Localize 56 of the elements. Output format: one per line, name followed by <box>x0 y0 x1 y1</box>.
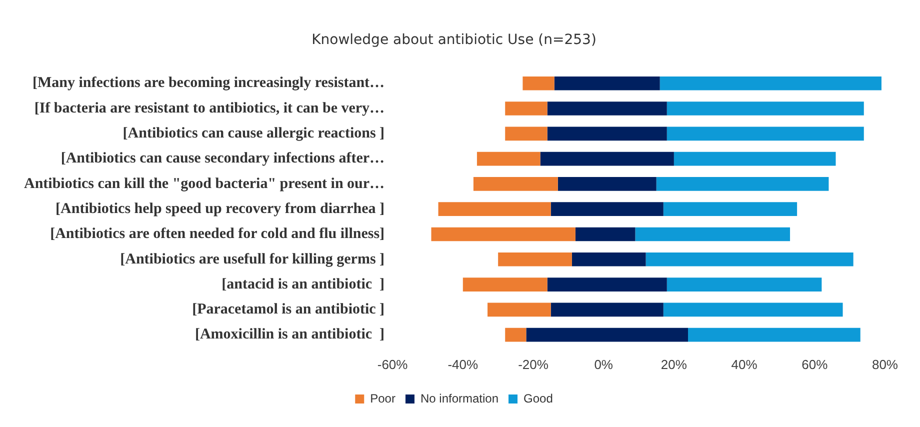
bar <box>558 177 656 191</box>
x-tick-label: 0% <box>594 356 614 372</box>
bar <box>554 76 660 90</box>
bar <box>505 328 526 342</box>
bar <box>660 76 882 90</box>
bar <box>666 102 864 116</box>
bar <box>572 252 646 266</box>
bar <box>688 328 860 342</box>
bar <box>666 126 864 141</box>
bar <box>550 202 664 216</box>
bar <box>550 302 664 317</box>
y-tick-label: [Many infections are becoming increasingly resistant… <box>32 75 385 92</box>
bar <box>522 76 554 90</box>
x-tick-label: 60% <box>802 356 828 372</box>
y-tick-label: [Antibiotics can cause secondary infections after… <box>60 150 385 167</box>
y-tick-label: [antacid is an antibiotic ] <box>222 276 385 292</box>
x-tick-label: 40% <box>731 356 758 372</box>
x-tick-label: 80% <box>872 356 898 372</box>
y-tick-label: [Antibiotics help speed up recovery from diarrhea ] <box>56 200 385 217</box>
x-tick-label: -60% <box>377 356 408 372</box>
y-tick-label: [Antibiotics are usefull for killing germs ] <box>120 251 385 268</box>
bar <box>656 177 829 191</box>
bar <box>666 278 822 292</box>
bar <box>663 302 843 317</box>
legend-label: Poor <box>370 391 396 406</box>
bar <box>505 102 548 116</box>
bar <box>547 126 667 141</box>
x-tick-label: -40% <box>448 356 479 372</box>
bar <box>674 152 836 166</box>
bar <box>462 278 548 292</box>
y-tick-label: [Paracetamol is an antibiotic ] <box>192 302 385 318</box>
bar <box>635 227 790 242</box>
bar <box>575 227 636 242</box>
chart-title: Knowledge about antibiotic Use (n=253) <box>312 32 596 48</box>
y-tick-label: [Antibiotics can cause allergic reactions ] <box>122 126 385 142</box>
bar <box>473 177 558 191</box>
y-tick-label: [Antibiotics are often needed for cold and flu illness] <box>50 226 385 242</box>
bar <box>505 126 548 141</box>
bar <box>526 328 688 342</box>
bar <box>438 202 551 216</box>
legend-label: No information <box>420 391 499 406</box>
bar <box>547 278 667 292</box>
y-tick-label: [If bacteria are resistant to antibiotics, it can be very… <box>34 100 385 116</box>
bar <box>540 152 674 166</box>
bar <box>431 227 576 242</box>
bar <box>488 302 551 317</box>
x-tick-label: 20% <box>660 356 688 372</box>
legend-label: Good <box>524 391 553 406</box>
y-tick-label: Antibiotics can kill the "good bacteria" present in our… <box>24 176 385 192</box>
x-tick-label: -20% <box>518 356 549 372</box>
bar <box>646 252 854 266</box>
bar <box>547 102 667 116</box>
bar <box>498 252 572 266</box>
bar <box>476 152 540 166</box>
y-tick-label: [Amoxicillin is an antibiotic ] <box>194 326 385 343</box>
bar <box>663 202 798 216</box>
